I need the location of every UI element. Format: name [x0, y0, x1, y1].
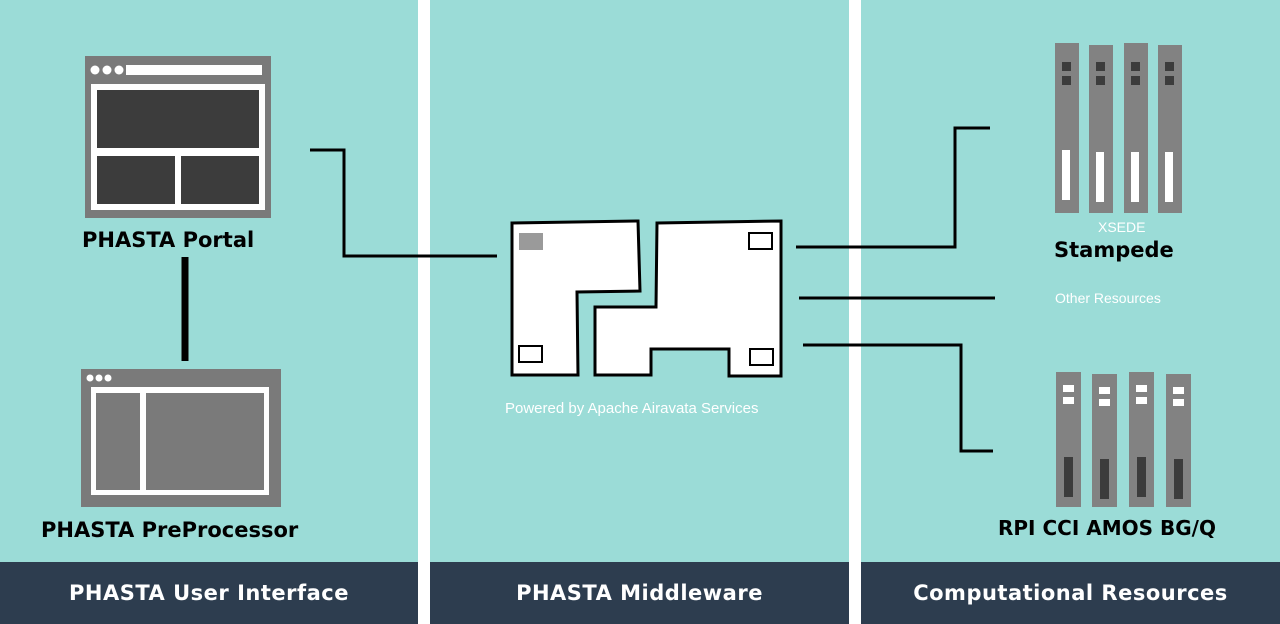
section-middleware: PHASTA Middleware — [430, 0, 849, 624]
section-title-computational-resources: Computational Resources — [861, 562, 1280, 624]
middleware-caption: Powered by Apache Airavata Services — [505, 400, 759, 417]
portal-label: PHASTA Portal — [82, 228, 255, 252]
stampede-label: Stampede — [1054, 238, 1174, 262]
section-title-middleware: PHASTA Middleware — [430, 562, 849, 624]
amos-label: RPI CCI AMOS BG/Q — [998, 516, 1216, 540]
other-resources-label: Other Resources — [1055, 290, 1161, 306]
stampede-sublabel: XSEDE — [1098, 219, 1146, 235]
section-title-user-interface: PHASTA User Interface — [0, 562, 418, 624]
preprocessor-label: PHASTA PreProcessor — [41, 518, 299, 542]
